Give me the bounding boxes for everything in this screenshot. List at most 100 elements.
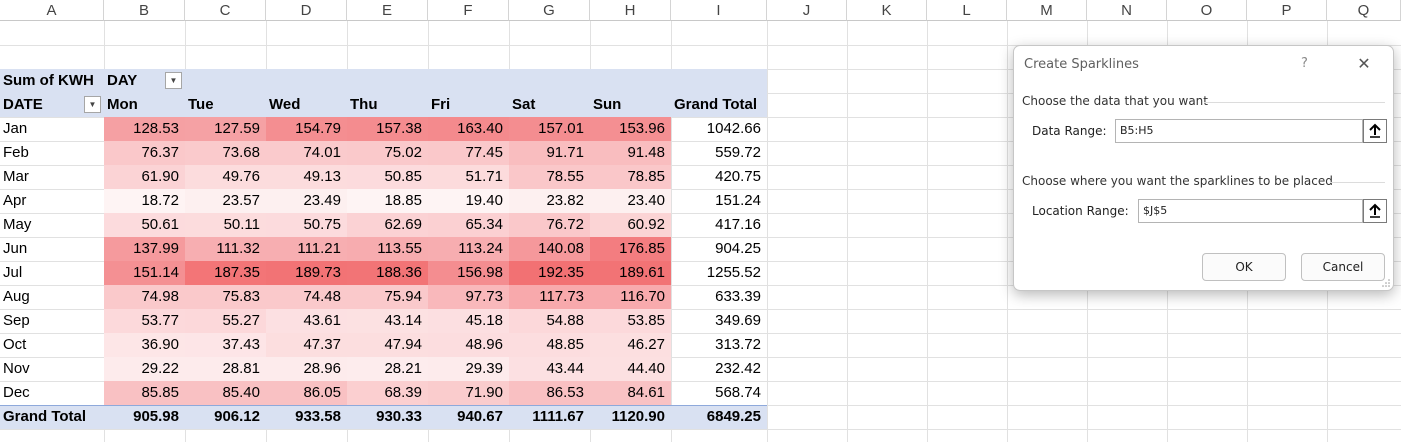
pivot-row-label[interactable]: Jul <box>3 264 23 281</box>
pivot-value-cell[interactable]: 48.85 <box>509 333 590 357</box>
pivot-column-header[interactable]: Fri <box>431 96 451 113</box>
pivot-value-cell[interactable]: 46.27 <box>590 333 671 357</box>
pivot-value-cell[interactable]: 77.45 <box>428 141 509 165</box>
pivot-value-cell[interactable]: 19.40 <box>428 189 509 213</box>
pivot-row-total[interactable]: 151.24 <box>715 192 761 209</box>
pivot-value-cell[interactable]: 23.40 <box>590 189 671 213</box>
pivot-value-cell[interactable]: 127.59 <box>185 117 266 141</box>
pivot-value-cell[interactable]: 60.92 <box>590 213 671 237</box>
pivot-value-cell[interactable]: 156.98 <box>428 261 509 285</box>
help-button[interactable]: ? <box>1301 56 1308 71</box>
pivot-value-cell[interactable]: 43.61 <box>266 309 347 333</box>
grand-total-overall[interactable]: 6849.25 <box>706 408 761 425</box>
grand-total-cell[interactable]: 905.98 <box>133 408 179 425</box>
pivot-row-label[interactable]: Aug <box>3 288 30 305</box>
column-header-p[interactable]: P <box>1247 0 1327 21</box>
pivot-value-cell[interactable]: 75.83 <box>185 285 266 309</box>
pivot-value-cell[interactable]: 113.24 <box>428 237 509 261</box>
pivot-column-header[interactable]: Grand Total <box>674 96 758 113</box>
pivot-value-cell[interactable]: 113.55 <box>347 237 428 261</box>
pivot-value-cell[interactable]: 189.61 <box>590 261 671 285</box>
pivot-value-cell[interactable]: 128.53 <box>104 117 185 141</box>
column-header-h[interactable]: H <box>590 0 671 21</box>
pivot-value-cell[interactable]: 75.94 <box>347 285 428 309</box>
pivot-value-cell[interactable]: 153.96 <box>590 117 671 141</box>
pivot-value-cell[interactable]: 111.32 <box>185 237 266 261</box>
pivot-value-cell[interactable]: 91.48 <box>590 141 671 165</box>
pivot-row-label[interactable]: May <box>3 216 32 233</box>
pivot-row-label[interactable]: Oct <box>3 336 27 353</box>
pivot-value-cell[interactable]: 43.14 <box>347 309 428 333</box>
pivot-row-label[interactable]: Jun <box>3 240 28 257</box>
pivot-value-cell[interactable]: 84.61 <box>590 381 671 405</box>
pivot-value-cell[interactable]: 68.39 <box>347 381 428 405</box>
pivot-row-total[interactable]: 1255.52 <box>706 264 761 281</box>
pivot-value-cell[interactable]: 23.57 <box>185 189 266 213</box>
pivot-row-label[interactable]: Nov <box>3 360 30 377</box>
pivot-value-cell[interactable]: 111.21 <box>266 237 347 261</box>
pivot-value-cell[interactable]: 62.69 <box>347 213 428 237</box>
pivot-value-cell[interactable]: 154.79 <box>266 117 347 141</box>
pivot-value-cell[interactable]: 29.22 <box>104 357 185 381</box>
pivot-row-label[interactable]: Mar <box>3 168 29 185</box>
pivot-column-field[interactable]: DAY <box>107 72 138 89</box>
column-header-f[interactable]: F <box>428 0 509 21</box>
pivot-value-cell[interactable]: 74.98 <box>104 285 185 309</box>
pivot-value-cell[interactable]: 76.37 <box>104 141 185 165</box>
pivot-value-cell[interactable]: 78.55 <box>509 165 590 189</box>
location-range-input[interactable]: $J$5 <box>1138 199 1363 223</box>
pivot-value-cell[interactable]: 37.43 <box>185 333 266 357</box>
pivot-value-cell[interactable]: 18.72 <box>104 189 185 213</box>
pivot-value-cell[interactable]: 47.94 <box>347 333 428 357</box>
pivot-row-label[interactable]: Dec <box>3 384 30 401</box>
grand-total-label[interactable]: Grand Total <box>3 408 87 425</box>
ok-button[interactable]: OK <box>1202 253 1286 281</box>
pivot-column-header[interactable]: Tue <box>188 96 214 113</box>
pivot-row-total[interactable]: 420.75 <box>715 168 761 185</box>
cancel-button[interactable]: Cancel <box>1301 253 1385 281</box>
pivot-row-total[interactable]: 1042.66 <box>706 120 761 137</box>
pivot-row-label[interactable]: Apr <box>3 192 27 209</box>
pivot-value-cell[interactable]: 45.18 <box>428 309 509 333</box>
pivot-value-cell[interactable]: 61.90 <box>104 165 185 189</box>
pivot-value-cell[interactable]: 28.21 <box>347 357 428 381</box>
pivot-value-cell[interactable]: 49.13 <box>266 165 347 189</box>
pivot-value-cell[interactable]: 55.27 <box>185 309 266 333</box>
column-header-n[interactable]: N <box>1087 0 1167 21</box>
column-header-d[interactable]: D <box>266 0 347 21</box>
column-header-q[interactable]: Q <box>1327 0 1401 21</box>
pivot-value-cell[interactable]: 65.34 <box>428 213 509 237</box>
column-header-m[interactable]: M <box>1007 0 1087 21</box>
pivot-value-cell[interactable]: 43.44 <box>509 357 590 381</box>
pivot-value-cell[interactable]: 53.77 <box>104 309 185 333</box>
column-header-k[interactable]: K <box>847 0 927 21</box>
pivot-value-cell[interactable]: 74.48 <box>266 285 347 309</box>
pivot-row-total[interactable]: 633.39 <box>715 288 761 305</box>
pivot-value-cell[interactable]: 50.85 <box>347 165 428 189</box>
column-header-l[interactable]: L <box>927 0 1007 21</box>
pivot-value-cell[interactable]: 187.35 <box>185 261 266 285</box>
column-header-e[interactable]: E <box>347 0 428 21</box>
pivot-value-cell[interactable]: 78.85 <box>590 165 671 189</box>
pivot-value-cell[interactable]: 117.73 <box>509 285 590 309</box>
collapse-dialog-icon[interactable] <box>1363 119 1387 143</box>
pivot-column-header[interactable]: Wed <box>269 96 301 113</box>
pivot-value-cell[interactable]: 28.96 <box>266 357 347 381</box>
pivot-corner-label[interactable]: Sum of KWH <box>3 72 94 89</box>
grand-total-cell[interactable]: 933.58 <box>295 408 341 425</box>
pivot-value-cell[interactable]: 157.01 <box>509 117 590 141</box>
pivot-row-total[interactable]: 904.25 <box>715 240 761 257</box>
grand-total-cell[interactable]: 1111.67 <box>532 408 584 425</box>
column-header-a[interactable]: A <box>0 0 104 21</box>
pivot-value-cell[interactable]: 140.08 <box>509 237 590 261</box>
pivot-value-cell[interactable]: 28.81 <box>185 357 266 381</box>
pivot-value-cell[interactable]: 48.96 <box>428 333 509 357</box>
pivot-row-label[interactable]: Sep <box>3 312 30 329</box>
column-header-b[interactable]: B <box>104 0 185 21</box>
pivot-value-cell[interactable]: 137.99 <box>104 237 185 261</box>
pivot-value-cell[interactable]: 23.82 <box>509 189 590 213</box>
pivot-value-cell[interactable]: 29.39 <box>428 357 509 381</box>
close-icon[interactable]: ✕ <box>1357 54 1371 73</box>
pivot-value-cell[interactable]: 73.68 <box>185 141 266 165</box>
